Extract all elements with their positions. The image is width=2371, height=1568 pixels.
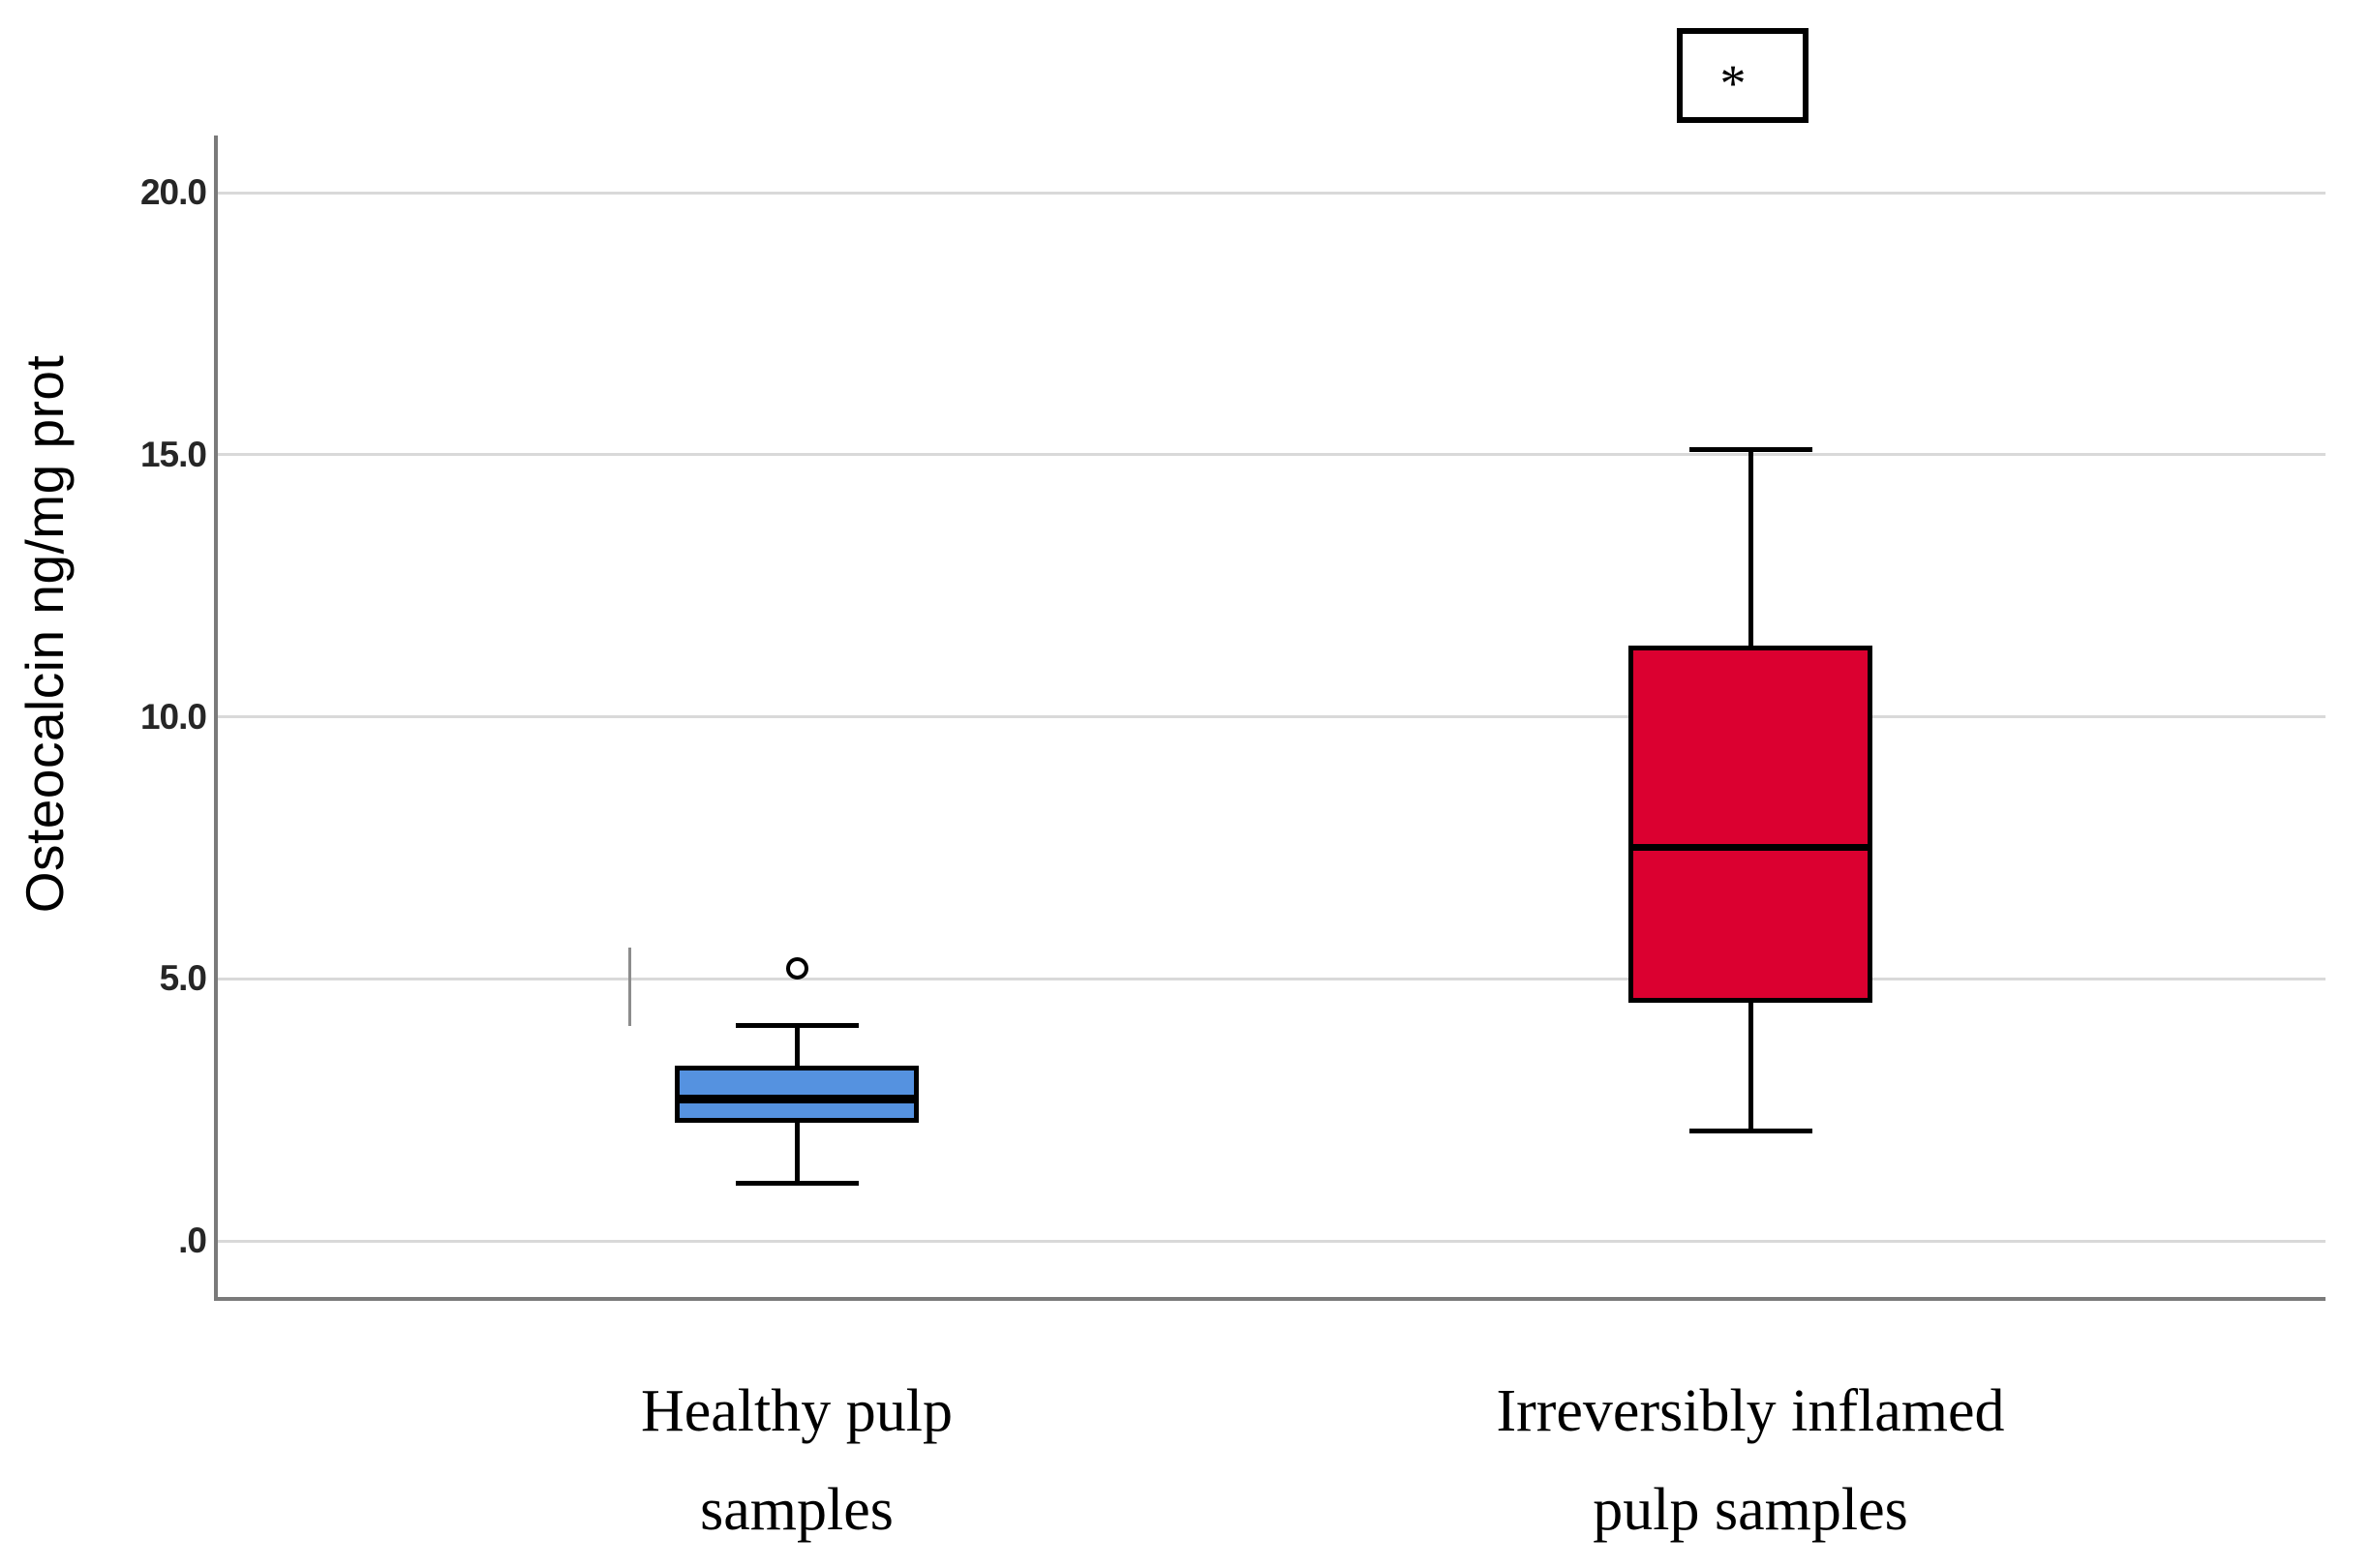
y-tick-label: 20.0 — [139, 172, 207, 212]
y-tick-label: 5.0 — [159, 958, 207, 999]
box-irreversibly-inflamed-pulp — [1628, 646, 1872, 1003]
x-axis-line — [214, 1297, 2325, 1301]
whisker-cap-low-healthy-pulp — [735, 1180, 859, 1186]
y-tick-label: 15.0 — [139, 434, 207, 474]
gridline-200 — [216, 191, 2325, 195]
whisker-cap-low-irreversibly-inflamed-pulp — [1688, 1128, 1812, 1133]
significance-asterisk: * — [1719, 54, 1747, 112]
outlier-point-healthy-pulp — [785, 956, 808, 980]
gridline-150 — [216, 453, 2325, 457]
gridline-0 — [216, 1239, 2325, 1243]
gridline-100 — [216, 715, 2325, 718]
category-label-line: Irreversibly inflamed — [1496, 1378, 2005, 1444]
category-label-line: Healthy pulp — [641, 1378, 953, 1444]
whisker-cap-high-irreversibly-inflamed-pulp — [1688, 446, 1812, 452]
whisker-cap-high-healthy-pulp — [735, 1023, 859, 1029]
median-line-irreversibly-inflamed-pulp — [1628, 844, 1872, 852]
y-tick-label: 10.0 — [139, 696, 207, 737]
median-line-healthy-pulp — [675, 1095, 919, 1104]
category-label-healthy-pulp: Healthy pulp samples — [361, 1362, 1232, 1559]
category-label-line: pulp samples — [1593, 1477, 1908, 1543]
stray-mark — [627, 947, 631, 1026]
y-axis-line — [214, 136, 218, 1301]
box-healthy-pulp — [675, 1065, 919, 1124]
significance-box: * — [1677, 28, 1809, 123]
gridline-50 — [216, 977, 2325, 980]
y-tick-label: .0 — [178, 1221, 207, 1260]
category-label-irreversibly-inflamed-pulp: Irreversibly inflamed pulp samples — [1315, 1362, 2186, 1559]
category-label-line: samples — [700, 1477, 894, 1543]
